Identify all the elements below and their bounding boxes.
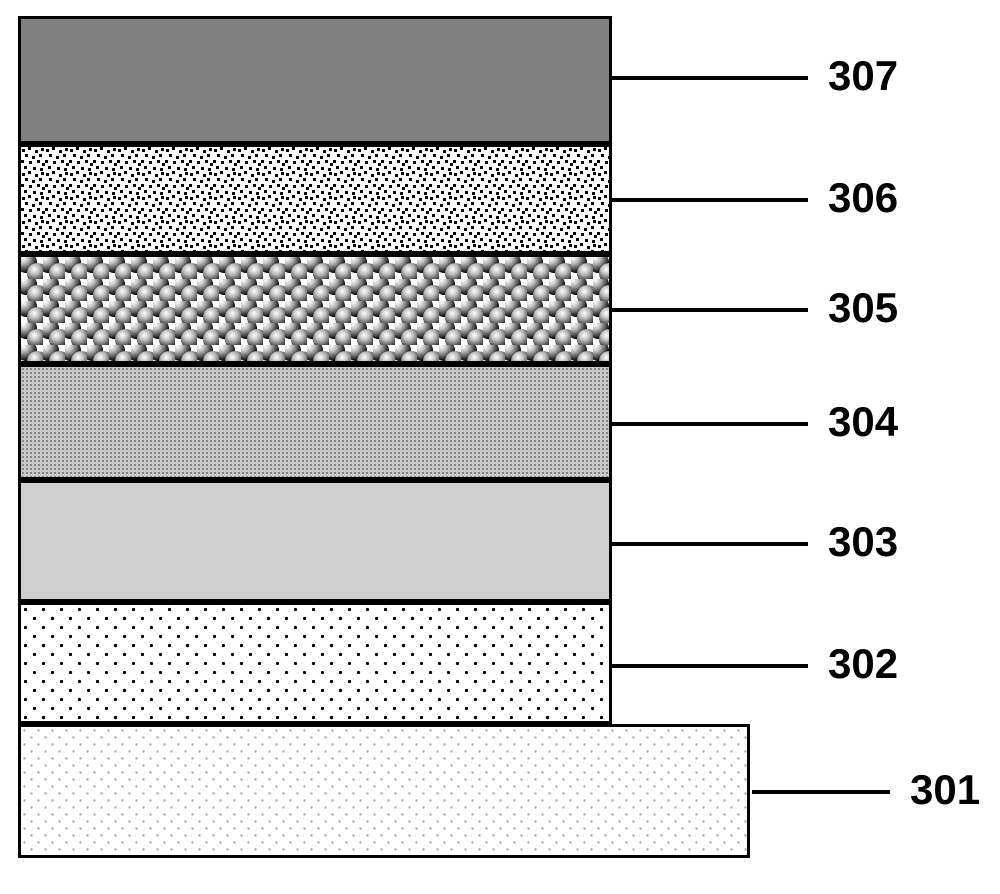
layer-302-fill bbox=[21, 605, 609, 721]
layer-302 bbox=[18, 602, 612, 724]
label-301: 301 bbox=[910, 766, 980, 814]
leader-304 bbox=[612, 422, 808, 426]
layer-301 bbox=[18, 724, 750, 858]
leader-303 bbox=[612, 542, 808, 546]
layer-307 bbox=[18, 16, 612, 144]
label-303: 303 bbox=[828, 518, 898, 566]
layer-305-fill bbox=[21, 257, 609, 361]
leader-305 bbox=[612, 308, 808, 312]
leader-307 bbox=[612, 76, 808, 80]
layer-306-fill bbox=[21, 147, 609, 251]
leader-306 bbox=[612, 198, 808, 202]
label-307: 307 bbox=[828, 52, 898, 100]
layer-303 bbox=[18, 480, 612, 602]
layer-306 bbox=[18, 144, 612, 254]
leader-301 bbox=[752, 790, 890, 794]
diagram-canvas: 307 306 305 304 303 302 301 bbox=[0, 0, 1000, 894]
label-302: 302 bbox=[828, 640, 898, 688]
layer-304 bbox=[18, 364, 612, 480]
label-304: 304 bbox=[828, 398, 898, 446]
leader-302 bbox=[612, 664, 808, 668]
label-305: 305 bbox=[828, 284, 898, 332]
layer-305 bbox=[18, 254, 612, 364]
layer-301-fill bbox=[21, 727, 747, 855]
layer-304-fill bbox=[21, 367, 609, 477]
label-306: 306 bbox=[828, 174, 898, 222]
